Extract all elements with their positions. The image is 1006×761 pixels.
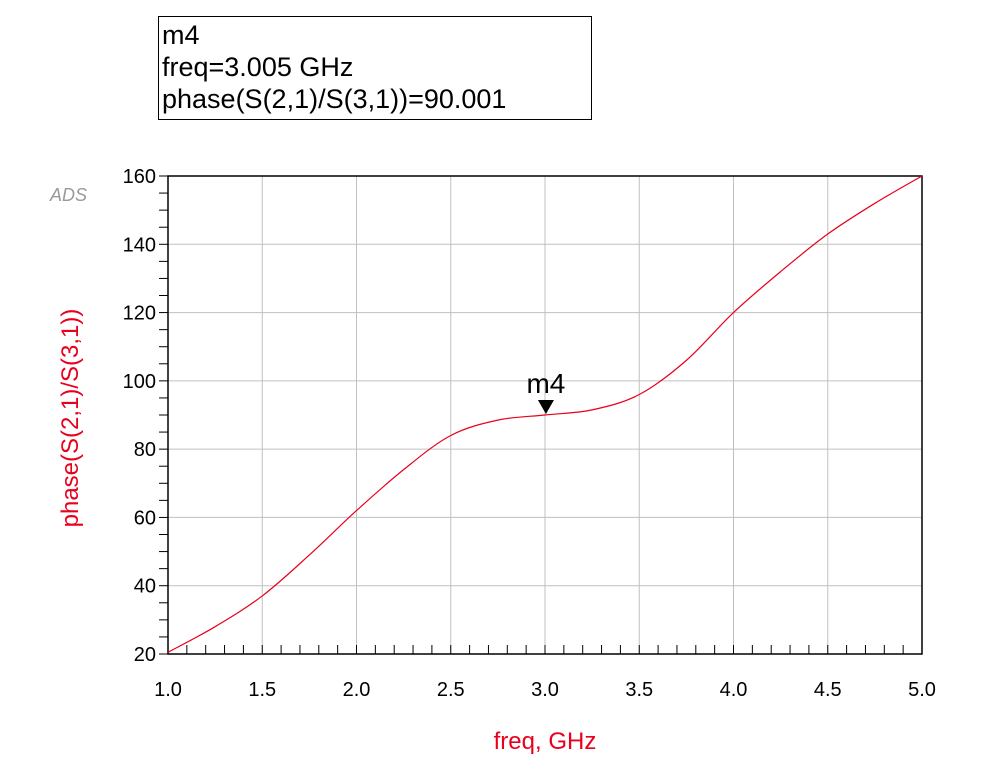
plot-frame	[167, 175, 923, 655]
y-tick-labels: 20 40 60 80 100 120 140 160	[123, 166, 156, 666]
x-tick-label-8: 5.0	[908, 679, 936, 701]
x-tick-label-2: 2.0	[343, 679, 371, 701]
marker-label-0: m4	[526, 368, 565, 399]
y-tick-label-2: 60	[134, 507, 156, 529]
ads-logo: ADS	[49, 185, 87, 205]
x-tick-label-6: 4.0	[720, 679, 748, 701]
x-tick-labels: 1.0 1.5 2.0 2.5 3.0 3.5 4.0 4.5 5.0	[154, 679, 936, 701]
y-tick-label-0: 20	[134, 644, 156, 666]
marker-readout-box: m4 freq=3.005 GHz phase(S(2,1)/S(3,1))=9…	[158, 16, 592, 120]
y-tick-label-3: 80	[134, 439, 156, 461]
y-tick-label-4: 100	[123, 371, 156, 393]
x-tick-label-0: 1.0	[154, 679, 182, 701]
marker-value: phase(S(2,1)/S(3,1))=90.001	[162, 84, 507, 114]
minor-ticks	[159, 175, 923, 655]
markers: m4	[526, 368, 565, 414]
marker-freq: freq=3.005 GHz	[162, 52, 354, 82]
x-tick-label-3: 2.5	[437, 679, 465, 701]
x-tick-label-1: 1.5	[248, 679, 276, 701]
x-axis-title: freq, GHz	[494, 728, 597, 755]
marker-name: m4	[162, 20, 200, 50]
y-axis-title: phase(S(2,1)/S(3,1))	[57, 309, 84, 528]
x-tick-label-4: 3.0	[531, 679, 559, 701]
y-tick-label-6: 140	[123, 234, 156, 256]
y-tick-label-1: 40	[134, 576, 156, 598]
series-line	[167, 175, 923, 653]
y-tick-label-5: 120	[123, 303, 156, 325]
y-tick-label-7: 160	[123, 166, 156, 188]
x-tick-label-7: 4.5	[814, 679, 842, 701]
x-tick-label-5: 3.5	[625, 679, 653, 701]
marker-triangle-0	[537, 399, 554, 414]
